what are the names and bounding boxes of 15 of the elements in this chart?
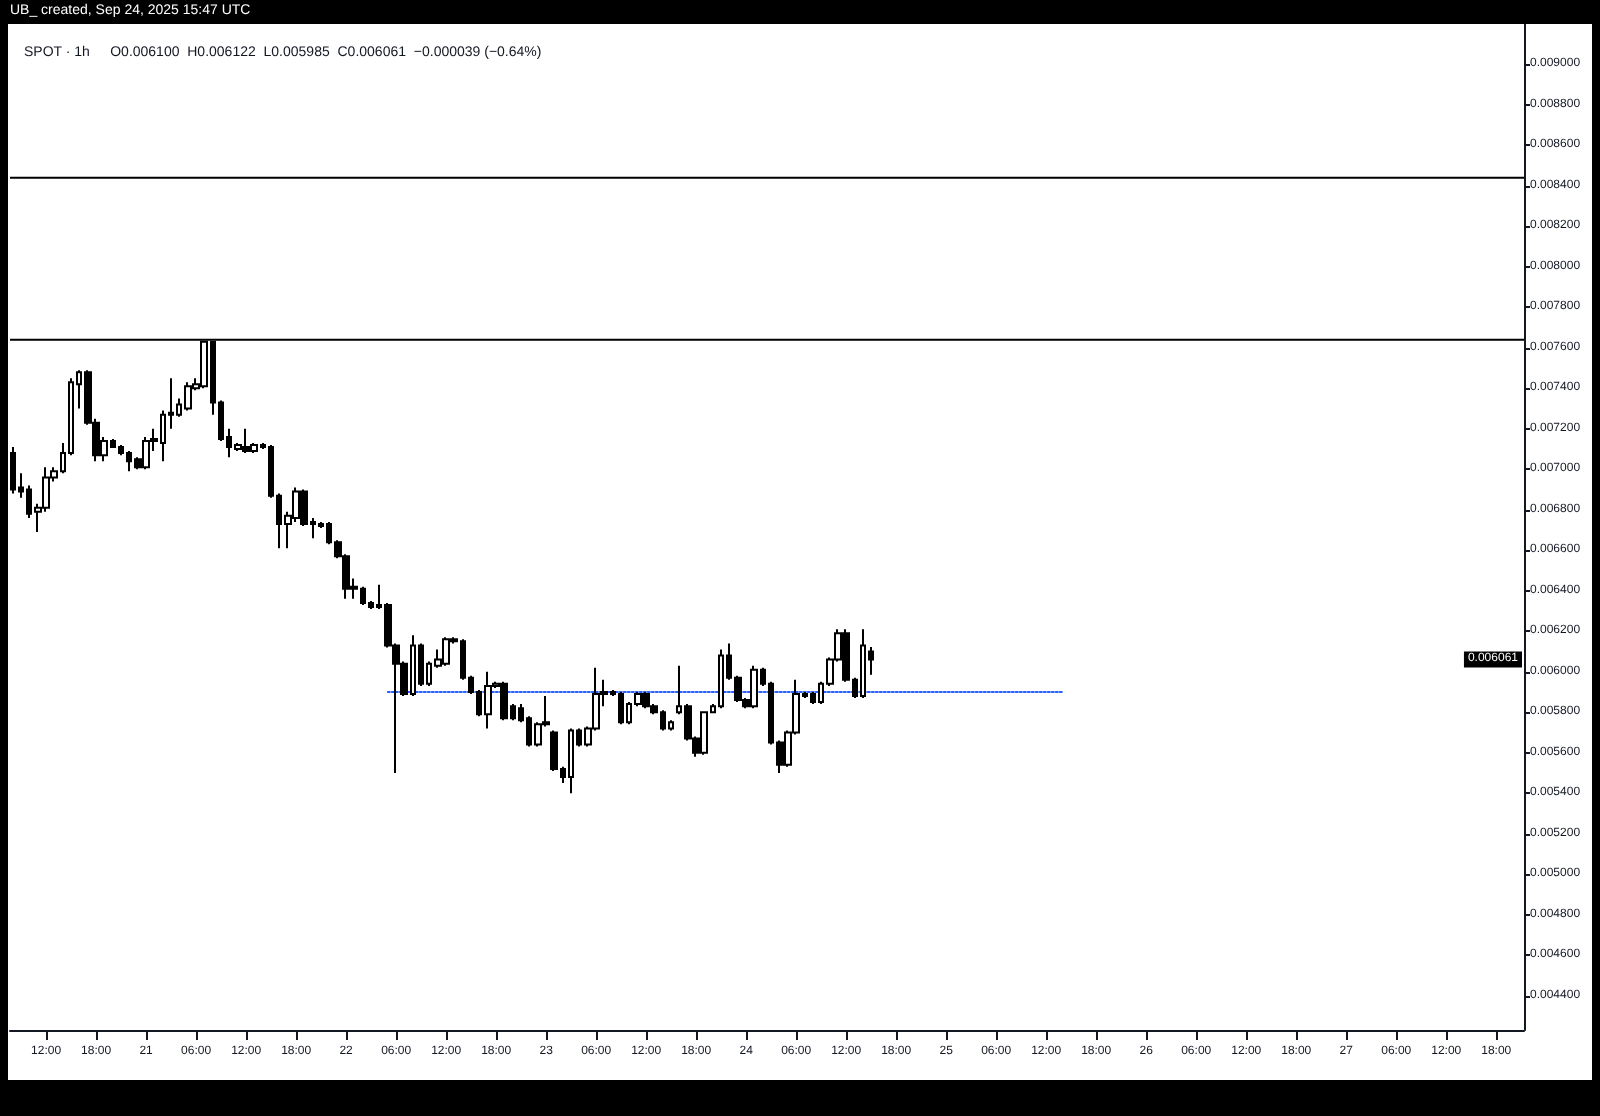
candlestick: [568, 727, 574, 795]
candlestick: [642, 690, 650, 710]
candlestick: [142, 435, 150, 471]
candlestick: [184, 381, 192, 412]
candlestick: [484, 670, 492, 730]
candlestick: [442, 636, 450, 667]
candlestick: [700, 711, 708, 756]
candlestick: [810, 690, 816, 706]
candlestick: [750, 664, 758, 710]
candlestick: [242, 427, 250, 455]
candlestick: [618, 690, 624, 726]
candlestick: [500, 680, 508, 722]
candlestick: [860, 628, 866, 700]
candlestick: [718, 648, 724, 710]
candlestick: [10, 446, 16, 495]
